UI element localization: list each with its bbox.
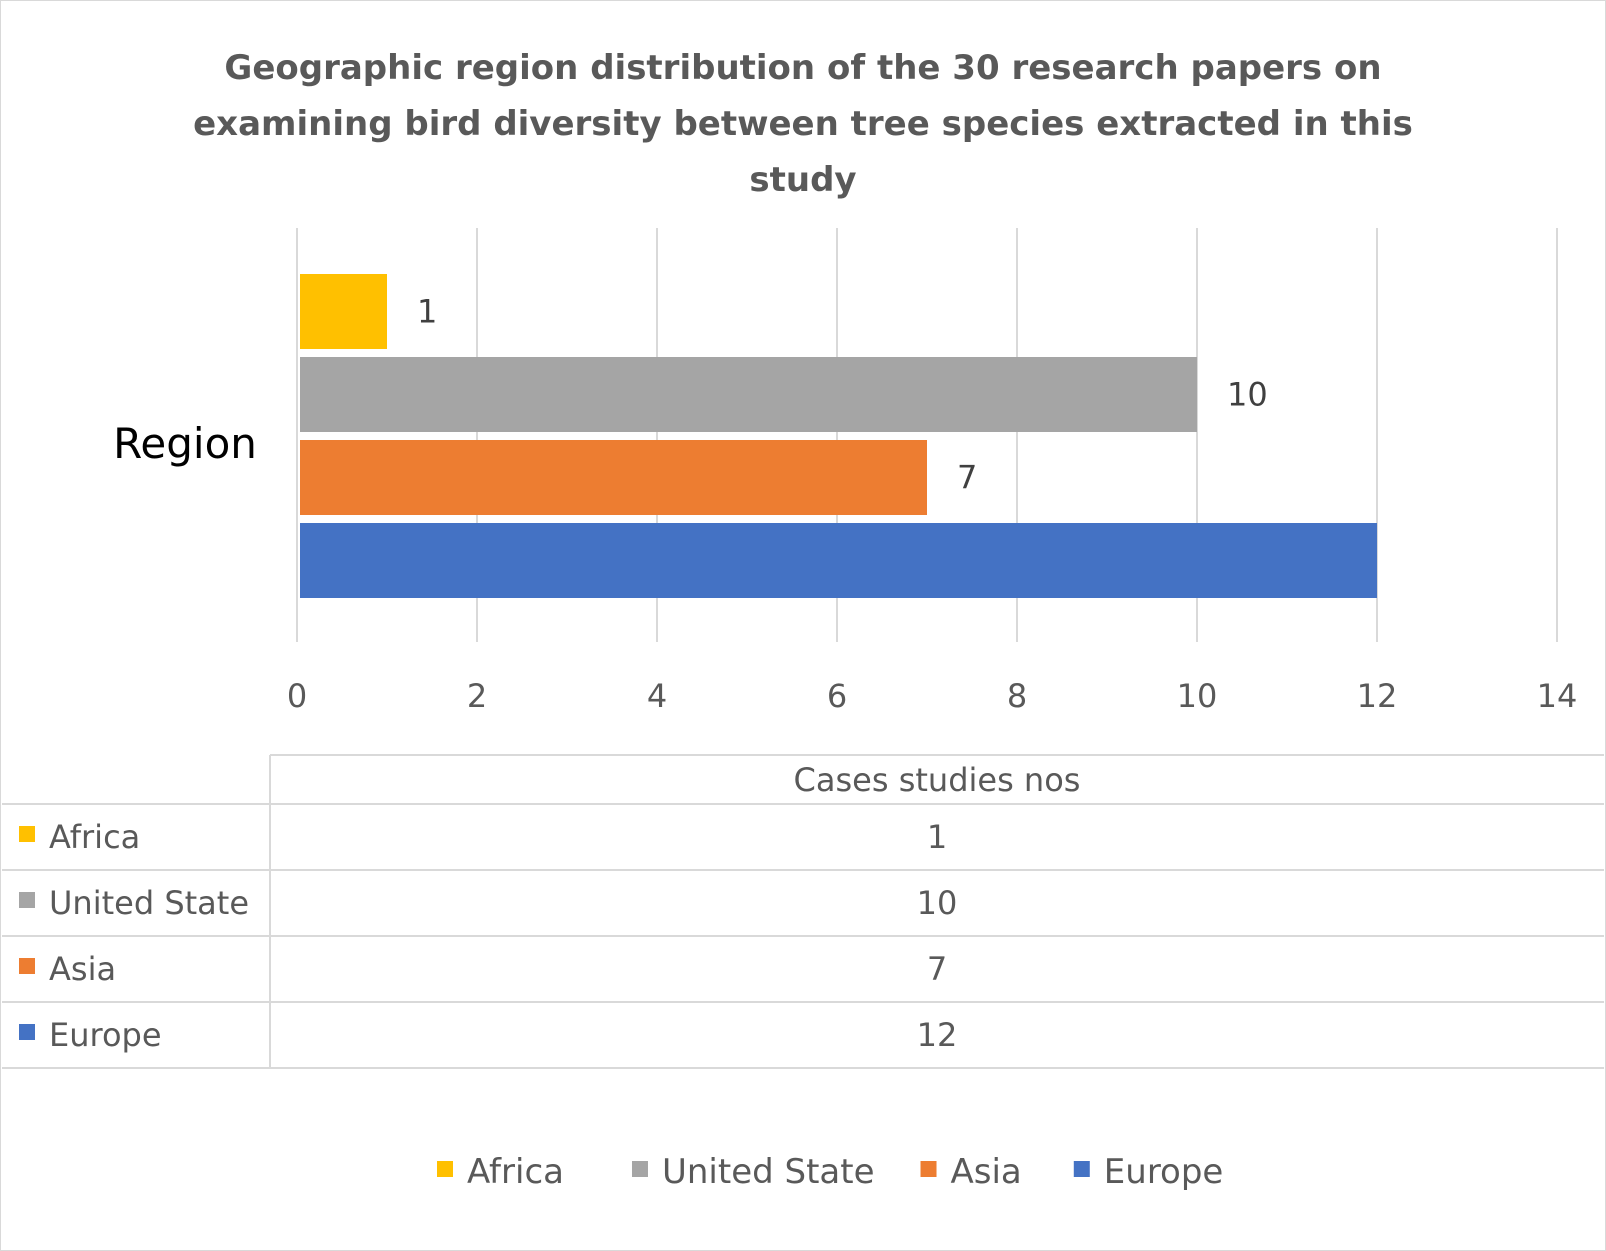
table-legend-key — [19, 892, 35, 908]
table-cell-value: 10 — [917, 884, 958, 922]
table-row-label: Africa — [49, 818, 140, 856]
x-tick-label: 10 — [1177, 677, 1218, 715]
x-tick-label: 12 — [1357, 677, 1398, 715]
x-axis-ticks: 0 2 4 6 8 10 12 14 — [287, 677, 1578, 715]
table-cell-value: 7 — [927, 950, 947, 988]
x-tick-label: 6 — [827, 677, 847, 715]
table-cell-value: 12 — [917, 1016, 958, 1054]
legend-label: Asia — [951, 1152, 1022, 1192]
x-tick-label: 2 — [467, 677, 487, 715]
bar-europe — [300, 523, 1377, 598]
table-legend-key — [19, 1024, 35, 1040]
legend-label: Europe — [1104, 1152, 1224, 1192]
legend-key — [920, 1161, 937, 1177]
x-tick-label: 4 — [647, 677, 667, 715]
data-labels: 1 10 7 — [417, 293, 1268, 497]
category-label: Region — [113, 419, 257, 468]
table-row-label: Europe — [49, 1016, 162, 1054]
data-label: 7 — [957, 459, 977, 497]
table-legend-key — [19, 826, 35, 842]
legend-key — [1073, 1161, 1090, 1177]
data-label: 1 — [417, 293, 437, 331]
legend-label: Africa — [467, 1152, 564, 1192]
bar-asia — [300, 440, 927, 515]
table-header: Cases studies nos — [794, 761, 1081, 799]
table-legend-key — [19, 958, 35, 974]
bar-united-state — [300, 357, 1197, 432]
x-tick-label: 0 — [287, 677, 307, 715]
x-tick-label: 14 — [1537, 677, 1578, 715]
table-row-label: United State — [49, 884, 249, 922]
chart-title: Geographic region distribution of the 30… — [193, 48, 1413, 200]
table-cell-value: 1 — [927, 818, 947, 856]
legend: Africa United State Asia Europe — [437, 1152, 1223, 1192]
legend-key — [631, 1161, 648, 1177]
table-row-label: Asia — [49, 950, 116, 988]
data-label: 10 — [1227, 376, 1268, 414]
data-table: Cases studies nos Africa 1 United State 10 As… — [2, 754, 1604, 1069]
bar-africa — [300, 274, 387, 349]
legend-key — [437, 1161, 453, 1177]
x-tick-label: 8 — [1007, 677, 1027, 715]
bars — [300, 274, 1377, 598]
legend-label: United State — [662, 1152, 875, 1192]
